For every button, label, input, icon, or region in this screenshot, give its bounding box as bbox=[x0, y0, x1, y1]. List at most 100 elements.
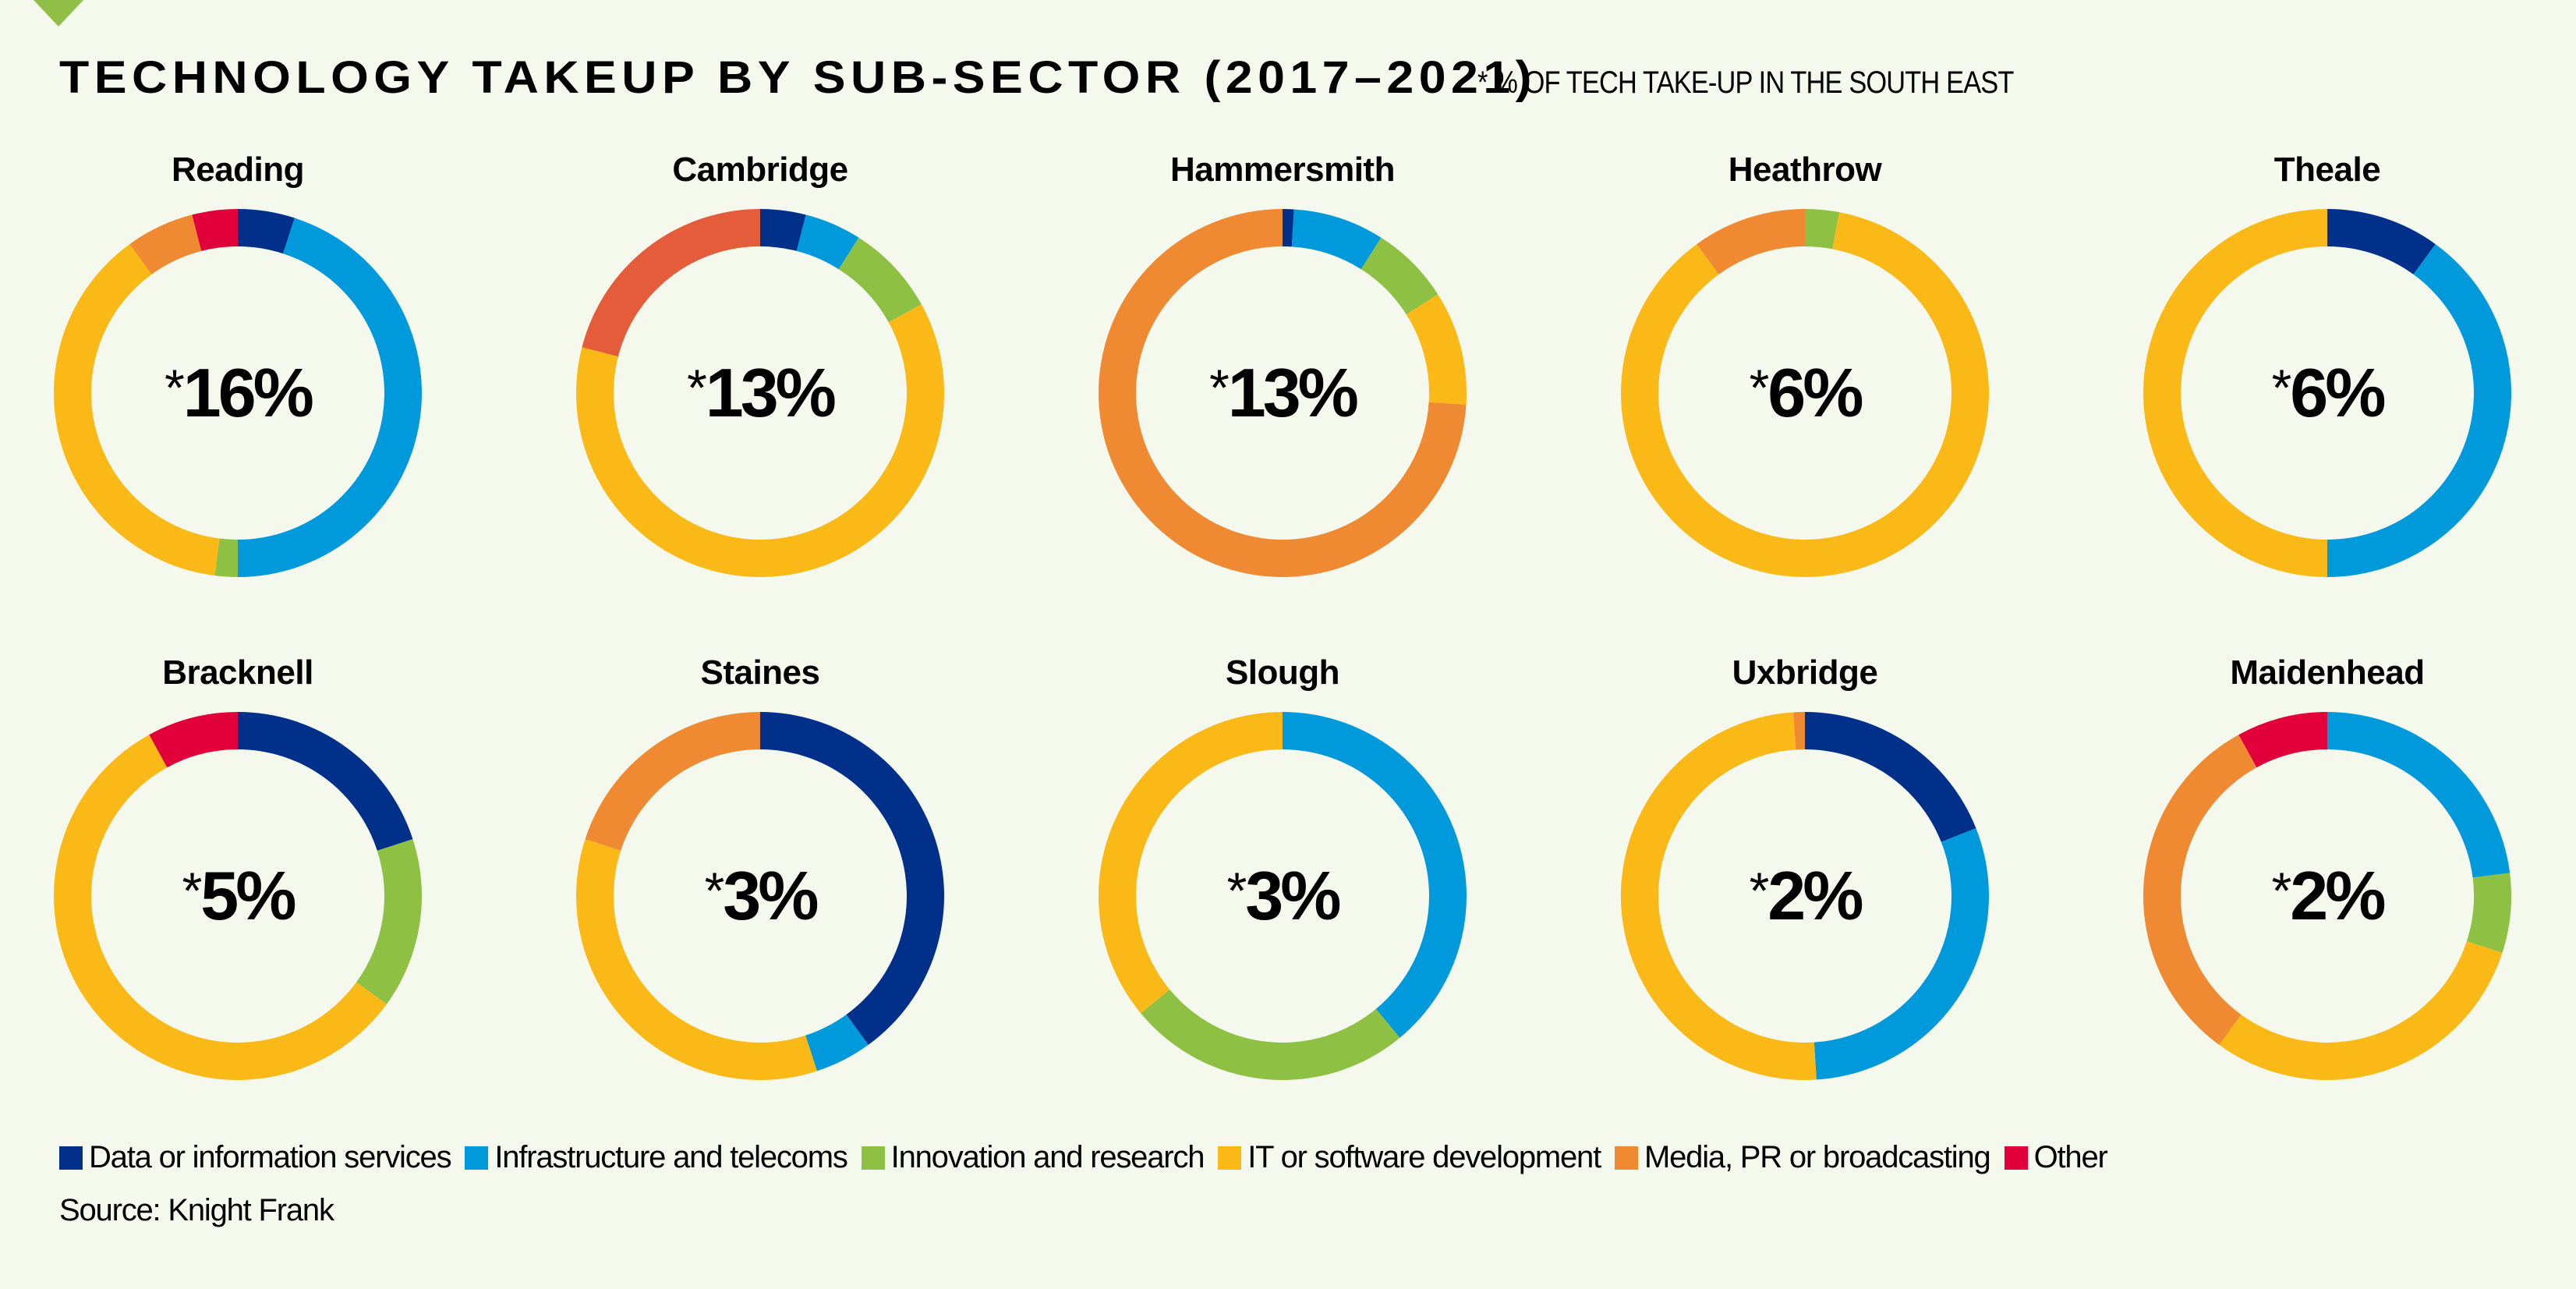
asterisk-marker: * bbox=[687, 359, 707, 416]
donut: *3% bbox=[1095, 709, 1470, 1083]
legend-label: IT or software development bbox=[1247, 1140, 1601, 1174]
asterisk-marker: * bbox=[182, 862, 203, 919]
donut-title: Slough bbox=[1225, 653, 1340, 692]
share-value: 3% bbox=[723, 857, 819, 934]
legend-label: Data or information services bbox=[89, 1140, 452, 1174]
legend-swatch bbox=[861, 1146, 885, 1170]
donut-title: Uxbridge bbox=[1732, 653, 1878, 692]
donut-slice-media bbox=[129, 214, 202, 274]
donut: *5% bbox=[51, 709, 425, 1083]
share-label: *6% bbox=[2140, 353, 2514, 433]
legend-swatch bbox=[59, 1146, 83, 1170]
share-value: 3% bbox=[1245, 857, 1341, 934]
donut-slice-other bbox=[192, 209, 238, 251]
share-label: *13% bbox=[573, 353, 947, 433]
donut-chart-staines: Staines *3% bbox=[565, 651, 955, 1083]
donut-chart-cambridge: Cambridge *13% bbox=[565, 148, 955, 580]
donut: *6% bbox=[1618, 206, 1992, 580]
share-label: *6% bbox=[1618, 353, 1992, 433]
share-value: 13% bbox=[705, 354, 837, 431]
chart-title: TECHNOLOGY TAKEUP BY SUB-SECTOR (2017–20… bbox=[59, 52, 1537, 103]
share-value: 2% bbox=[1767, 857, 1863, 934]
donut-title: Theale bbox=[2273, 151, 2381, 189]
donut-slice-innov bbox=[838, 237, 922, 323]
donut-chart-maidenhead: Maidenhead *2% bbox=[2132, 651, 2522, 1083]
donut-svg bbox=[54, 712, 422, 1080]
donut-svg bbox=[53, 209, 422, 577]
donut-slice-media bbox=[2143, 735, 2257, 1045]
donut-svg bbox=[1621, 209, 1989, 577]
asterisk-marker: * bbox=[1209, 359, 1230, 416]
donut: *3% bbox=[573, 709, 947, 1083]
share-value: 5% bbox=[200, 857, 296, 934]
donut-slice-innov bbox=[214, 538, 238, 577]
donut-slice-it bbox=[1620, 712, 1817, 1081]
donut-slice-media bbox=[1793, 712, 1805, 750]
donut-title: Maidenhead bbox=[2230, 653, 2425, 692]
donut-slice-data bbox=[1283, 209, 1294, 247]
donut-title: Cambridge bbox=[672, 151, 848, 189]
donut-slice-media bbox=[585, 712, 760, 851]
donut-slice-data bbox=[2327, 209, 2436, 274]
share-value: 16% bbox=[182, 354, 314, 431]
donut-title: Hammersmith bbox=[1170, 151, 1395, 189]
legend-item-infra: Infrastructure and telecoms bbox=[465, 1140, 848, 1175]
donut-svg bbox=[576, 209, 944, 577]
donut-slice-it bbox=[576, 839, 817, 1080]
corner-triangle-mark bbox=[34, 0, 83, 27]
asterisk-marker: * bbox=[1749, 862, 1770, 919]
donut-slice-infra bbox=[1283, 712, 1467, 1038]
share-value: 2% bbox=[2290, 857, 2386, 934]
donut-chart-heathrow: Heathrow *6% bbox=[1610, 148, 2000, 580]
share-label: *3% bbox=[573, 856, 947, 936]
donut-chart-hammersmith: Hammersmith *13% bbox=[1088, 148, 1477, 580]
asterisk-marker: * bbox=[165, 359, 185, 416]
donut: *2% bbox=[1618, 709, 1992, 1083]
donut-svg bbox=[1099, 712, 1467, 1080]
donut-slice-other bbox=[2238, 712, 2327, 768]
header: TECHNOLOGY TAKEUP BY SUB-SECTOR (2017–20… bbox=[59, 51, 2100, 104]
donut-slice-infra bbox=[1813, 828, 1989, 1080]
donut-slice-it bbox=[1099, 712, 1283, 1014]
donut-svg bbox=[1620, 712, 1989, 1081]
donut-chart-reading: Reading *16% bbox=[43, 148, 433, 580]
donut-title: Heathrow bbox=[1728, 151, 1882, 189]
legend-label: Media, PR or broadcasting bbox=[1644, 1140, 1991, 1174]
legend-swatch bbox=[465, 1146, 489, 1170]
donut-grid: Reading *16% Cambridge *13% Hammersmith *13% H… bbox=[43, 148, 2522, 1083]
asterisk-marker: * bbox=[1749, 359, 1770, 416]
donut-svg bbox=[576, 712, 944, 1080]
legend-item-innov: Innovation and research bbox=[861, 1140, 1205, 1175]
share-label: *3% bbox=[1095, 856, 1470, 936]
legend-swatch bbox=[1218, 1146, 1242, 1170]
donut-slice-it bbox=[1406, 294, 1467, 405]
share-label: *16% bbox=[51, 353, 425, 433]
legend-item-data: Data or information services bbox=[59, 1140, 452, 1175]
donut-slice-data bbox=[760, 209, 806, 251]
donut-svg bbox=[1099, 209, 1467, 577]
legend-swatch bbox=[2004, 1146, 2028, 1170]
donut-title: Bracknell bbox=[162, 653, 313, 692]
share-label: *5% bbox=[51, 856, 425, 936]
donut: *2% bbox=[2140, 709, 2514, 1083]
share-label: *2% bbox=[2140, 856, 2514, 936]
share-label: *2% bbox=[1618, 856, 1992, 936]
share-value: 13% bbox=[1227, 354, 1359, 431]
donut: *16% bbox=[51, 206, 425, 580]
donut-slice-data bbox=[1805, 712, 1976, 842]
donut-chart-uxbridge: Uxbridge *2% bbox=[1610, 651, 2000, 1083]
legend-label: Infrastructure and telecoms bbox=[494, 1140, 847, 1174]
donut: *13% bbox=[1095, 206, 1470, 580]
donut-slice-media bbox=[1697, 209, 1805, 274]
donut-svg bbox=[2143, 712, 2511, 1080]
legend-label: Other bbox=[2033, 1140, 2108, 1174]
donut-slice-data bbox=[760, 712, 944, 1045]
asterisk-marker: * bbox=[2271, 862, 2292, 919]
chart-subtitle: * % OF TECH TAKE-UP IN THE SOUTH EAST bbox=[1477, 66, 2014, 100]
donut-chart-bracknell: Bracknell *5% bbox=[43, 651, 433, 1083]
donut-slice-other bbox=[149, 712, 238, 768]
donut-slice-infra bbox=[2327, 244, 2511, 577]
donut-slice-innov bbox=[1141, 989, 1400, 1080]
donut-title: Reading bbox=[171, 151, 305, 189]
donut-slice-infra bbox=[1291, 209, 1382, 270]
